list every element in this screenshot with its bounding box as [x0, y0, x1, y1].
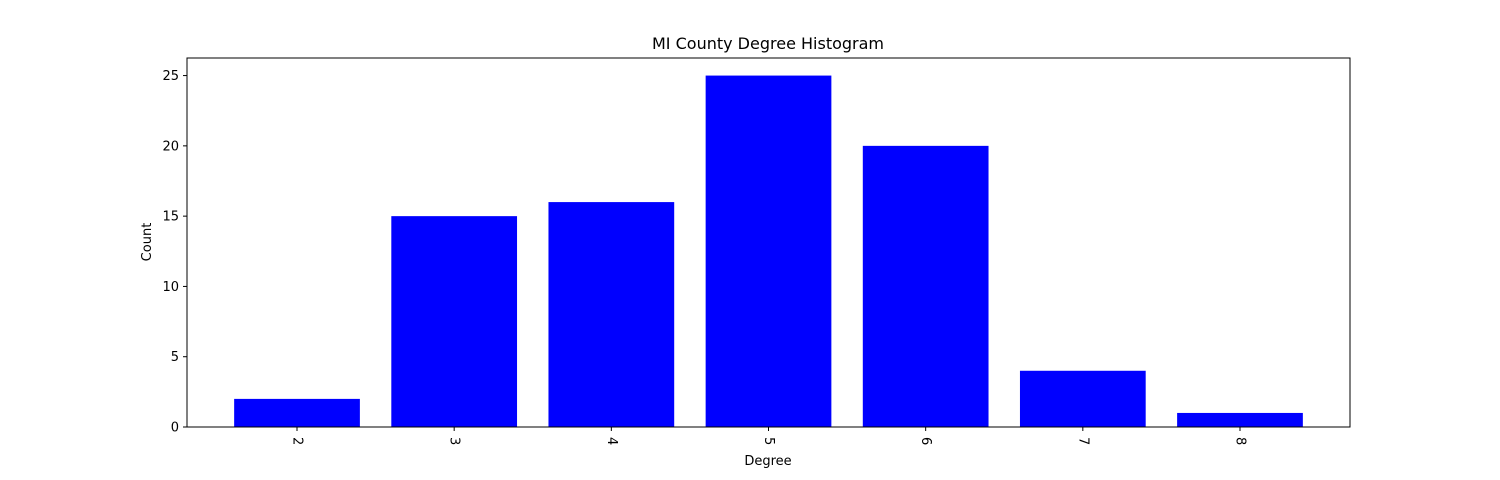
x-tick-label: 7 — [1075, 437, 1090, 445]
x-tick-label: 5 — [761, 437, 776, 445]
y-axis-label: Count — [140, 223, 155, 262]
x-axis: 2 3 4 5 6 7 8 — [290, 427, 1247, 445]
bar-degree-2 — [234, 398, 360, 427]
y-tick-label: 25 — [162, 69, 179, 84]
x-tick-label: 6 — [918, 437, 933, 445]
bar-degree-5 — [705, 75, 832, 427]
y-tick-label: 10 — [162, 280, 179, 295]
x-tick-label: 3 — [447, 437, 462, 445]
bars-layer — [234, 75, 1303, 428]
y-tick-label: 0 — [171, 421, 179, 436]
x-tick-label: 2 — [290, 437, 305, 445]
y-tick-label: 20 — [162, 139, 179, 154]
y-tick-label: 5 — [171, 350, 179, 365]
bar-degree-8 — [1177, 412, 1303, 427]
chart-title: MI County Degree Histogram — [652, 34, 884, 53]
x-tick-label: 4 — [604, 437, 619, 445]
bar-degree-4 — [548, 202, 675, 427]
x-tick-label: 8 — [1232, 437, 1247, 445]
y-tick-label: 15 — [162, 210, 179, 225]
bar-degree-6 — [862, 145, 989, 428]
bar-degree-7 — [1019, 370, 1146, 427]
y-axis: 0 5 10 15 20 25 — [162, 69, 187, 436]
x-axis-label: Degree — [744, 454, 791, 469]
bar-degree-3 — [391, 216, 518, 427]
